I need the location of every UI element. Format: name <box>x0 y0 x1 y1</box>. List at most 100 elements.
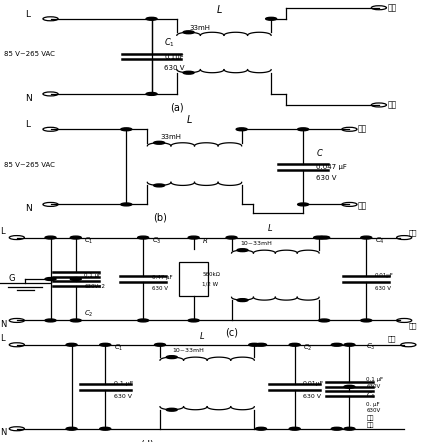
Circle shape <box>138 319 149 322</box>
Text: 0.047 μF: 0.047 μF <box>316 164 346 170</box>
Circle shape <box>45 319 56 322</box>
Text: (b): (b) <box>153 213 167 223</box>
Circle shape <box>183 31 194 34</box>
Text: 输出: 输出 <box>387 335 396 342</box>
Circle shape <box>100 427 111 430</box>
Text: 630V: 630V <box>366 384 381 389</box>
Text: $L$: $L$ <box>186 113 193 125</box>
Circle shape <box>361 319 372 322</box>
Text: $C_4$: $C_4$ <box>366 391 376 401</box>
Text: N: N <box>25 94 32 103</box>
Circle shape <box>319 319 330 322</box>
Text: 630 V: 630 V <box>164 65 185 71</box>
Text: L: L <box>0 227 5 236</box>
Circle shape <box>237 299 248 301</box>
Text: 0. μF: 0. μF <box>366 401 380 407</box>
Text: 630V: 630V <box>366 408 381 413</box>
Text: L: L <box>25 10 30 19</box>
Text: 0.47 μF: 0.47 μF <box>152 275 172 280</box>
Text: 0.1 μF: 0.1 μF <box>84 273 101 278</box>
Circle shape <box>138 236 149 239</box>
Circle shape <box>331 427 342 430</box>
Text: $L$: $L$ <box>216 3 222 15</box>
Circle shape <box>298 203 309 206</box>
Text: 85 V~265 VAC: 85 V~265 VAC <box>4 51 55 57</box>
Circle shape <box>70 319 81 322</box>
Circle shape <box>331 343 342 346</box>
Text: 输出: 输出 <box>358 125 367 133</box>
Text: 输出: 输出 <box>358 202 367 211</box>
Circle shape <box>66 343 77 346</box>
Text: 0.1μF: 0.1μF <box>164 53 184 60</box>
Text: (a): (a) <box>170 103 184 113</box>
Circle shape <box>319 236 330 239</box>
Circle shape <box>100 343 111 346</box>
Text: $R$: $R$ <box>202 236 208 245</box>
Circle shape <box>146 92 157 95</box>
Text: 85 V~265 VAC: 85 V~265 VAC <box>4 162 55 168</box>
Circle shape <box>344 343 355 346</box>
Text: L: L <box>0 335 5 343</box>
Text: 0.1 μF: 0.1 μF <box>114 381 133 385</box>
Text: 输出: 输出 <box>387 3 397 12</box>
Text: 1/2 W: 1/2 W <box>202 282 218 287</box>
Bar <box>179 263 208 296</box>
Circle shape <box>154 141 165 144</box>
Text: 33mH: 33mH <box>160 134 181 140</box>
Circle shape <box>183 71 194 74</box>
Circle shape <box>70 278 81 280</box>
Circle shape <box>121 128 132 131</box>
Circle shape <box>121 203 132 206</box>
Text: $L$: $L$ <box>267 222 273 233</box>
Text: 630 V: 630 V <box>316 175 336 181</box>
Text: N: N <box>25 204 32 213</box>
Circle shape <box>146 17 157 20</box>
Text: $C_1$: $C_1$ <box>114 343 123 354</box>
Circle shape <box>45 278 56 280</box>
Text: $C_4$: $C_4$ <box>375 236 384 246</box>
Circle shape <box>289 343 300 346</box>
Circle shape <box>344 427 355 430</box>
Text: 630 V: 630 V <box>114 394 132 399</box>
Text: (d): (d) <box>141 439 154 442</box>
Text: G: G <box>8 274 15 283</box>
Text: 0.01μF: 0.01μF <box>375 273 394 278</box>
Text: $C_3$: $C_3$ <box>366 342 376 352</box>
Circle shape <box>249 343 260 346</box>
Text: 输出: 输出 <box>366 422 374 427</box>
Text: 630 V: 630 V <box>375 286 391 291</box>
Circle shape <box>188 236 199 239</box>
Circle shape <box>45 236 56 239</box>
Circle shape <box>166 356 177 358</box>
Circle shape <box>166 408 177 411</box>
Text: 560kΩ: 560kΩ <box>202 272 220 277</box>
Circle shape <box>70 236 81 239</box>
Text: (c): (c) <box>225 328 238 338</box>
Circle shape <box>154 184 165 187</box>
Text: $C_1$: $C_1$ <box>164 36 175 49</box>
Circle shape <box>256 427 266 430</box>
Text: 630Vx2: 630Vx2 <box>84 284 105 289</box>
Text: 630 V: 630 V <box>152 286 168 291</box>
Text: L: L <box>25 120 30 129</box>
Circle shape <box>188 319 199 322</box>
Text: $C$: $C$ <box>316 147 324 158</box>
Text: 10~33mH: 10~33mH <box>240 241 272 246</box>
Text: N: N <box>0 320 6 329</box>
Text: $C_1$: $C_1$ <box>84 236 94 246</box>
Circle shape <box>266 17 277 20</box>
Text: 输出: 输出 <box>408 322 417 329</box>
Circle shape <box>66 427 77 430</box>
Text: 0.1 μF: 0.1 μF <box>366 377 384 382</box>
Circle shape <box>236 128 247 131</box>
Circle shape <box>155 343 165 346</box>
Circle shape <box>226 236 237 239</box>
Text: 630 V: 630 V <box>303 394 321 399</box>
Circle shape <box>298 128 309 131</box>
Text: 输出: 输出 <box>408 229 417 236</box>
Circle shape <box>314 236 325 239</box>
Text: 10~33mH: 10~33mH <box>173 348 205 354</box>
Circle shape <box>344 385 355 388</box>
Text: $C_3$: $C_3$ <box>152 236 161 246</box>
Circle shape <box>256 343 266 346</box>
